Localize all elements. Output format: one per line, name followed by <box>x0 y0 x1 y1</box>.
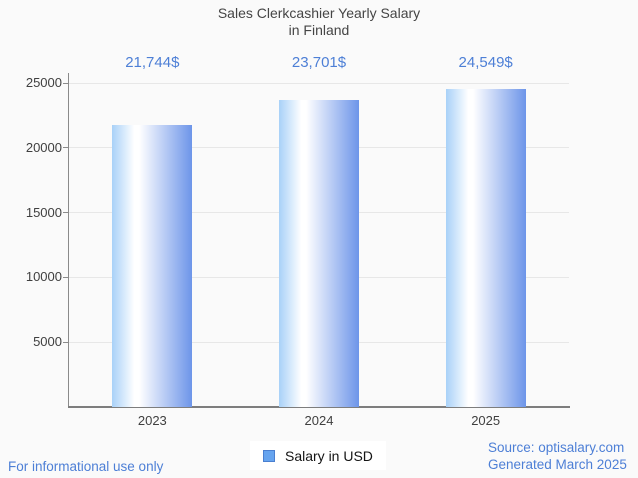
y-axis-tick <box>63 147 69 149</box>
y-axis-tick <box>63 341 69 343</box>
chart-title-line2: in Finland <box>288 22 350 38</box>
x-tick-label: 2024 <box>304 413 334 428</box>
y-tick-label: 25000 <box>25 75 62 90</box>
legend-label: Salary in USD <box>285 447 373 464</box>
y-axis-tick <box>63 212 69 214</box>
chart-title: Sales Clerkcashier Yearly Salary in Finl… <box>0 5 638 39</box>
bar-value-label: 23,701$ <box>291 54 347 71</box>
bar-value-label: 21,744$ <box>125 54 180 71</box>
y-tick-label: 5000 <box>33 334 62 350</box>
legend-swatch-icon <box>263 449 275 462</box>
x-tick-label: 2025 <box>471 413 501 428</box>
x-axis-line <box>68 406 570 408</box>
footer-source: Source: optisalary.com Generated March 2… <box>488 439 627 473</box>
legend: Salary in USD <box>250 441 386 470</box>
chart-title-line1: Sales Clerkcashier Yearly Salary <box>217 5 421 21</box>
bar-value-label: 24,549$ <box>458 54 513 71</box>
footer-source-line: Source: optisalary.com <box>488 440 625 455</box>
y-axis-tick <box>63 82 69 84</box>
y-tick-label: 15000 <box>25 204 62 220</box>
footer-disclaimer: For informational use only <box>8 459 164 474</box>
y-axis-tick <box>63 276 69 278</box>
bar-2024 <box>279 99 359 407</box>
y-axis-line <box>68 73 69 407</box>
x-tick-label: 2023 <box>137 413 167 428</box>
y-tick-label: 20000 <box>25 139 62 155</box>
bar-2025 <box>445 88 526 407</box>
gridline <box>69 82 569 84</box>
y-tick-label: 10000 <box>25 269 62 285</box>
footer-generated-line: Generated March 2025 <box>488 457 627 472</box>
bar-2023 <box>112 125 193 407</box>
